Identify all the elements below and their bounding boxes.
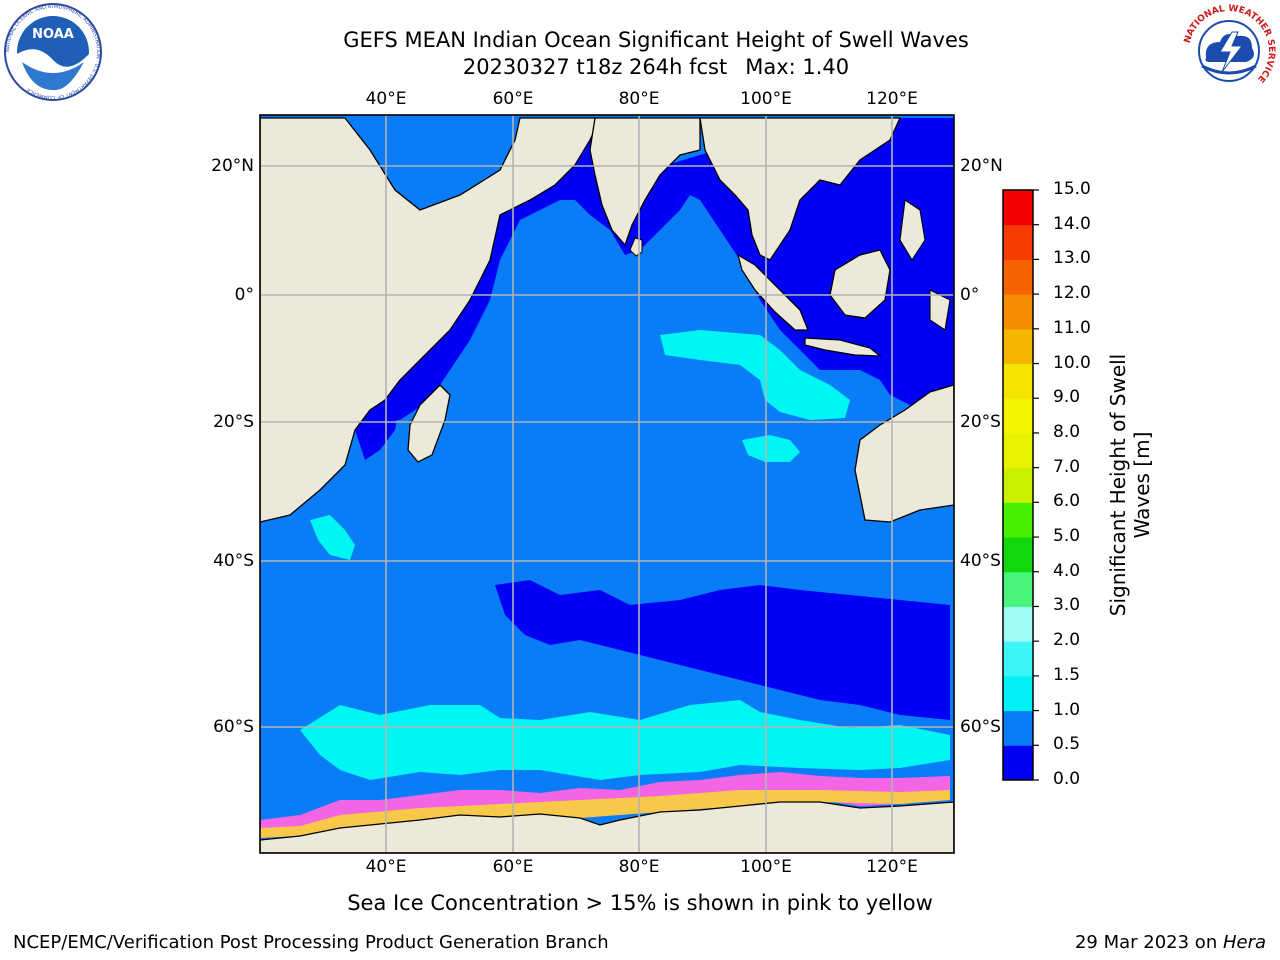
colorbar-tick-label: 1.0 <box>1053 699 1081 720</box>
swell-patch-small <box>742 435 800 462</box>
nws-logo: NATIONAL WEATHER SERVICE <box>1182 4 1276 98</box>
colorbar-swatch <box>1003 606 1033 642</box>
swell-patch-south <box>300 700 950 780</box>
lat-tick-left: 20°N <box>211 156 254 176</box>
colorbar-swatch <box>1003 224 1033 260</box>
colorbar-swatch <box>1003 502 1033 538</box>
lat-tick-right: 0° <box>960 285 980 305</box>
map-plot <box>260 115 954 853</box>
lon-tick-bottom: 60°E <box>492 857 534 877</box>
colorbar-swatch <box>1003 294 1033 330</box>
colorbar-swatch <box>1003 745 1033 781</box>
colorbar-tick-label: 11.0 <box>1053 317 1091 338</box>
footer-right: 29 Mar 2023 on Hera <box>1075 932 1266 953</box>
swell-patch-east <box>660 330 850 420</box>
lon-tick-bottom: 100°E <box>740 857 792 877</box>
lon-tick-top: 120°E <box>866 89 918 109</box>
land-borneo <box>829 249 891 319</box>
lon-tick-bottom: 120°E <box>866 857 918 877</box>
lat-tick-left: 60°S <box>213 717 254 737</box>
colorbar-tick-label: 7.0 <box>1053 456 1081 477</box>
colorbar-tick-label: 14.0 <box>1053 213 1091 234</box>
colorbar-tick-label: 8.0 <box>1053 421 1081 442</box>
graticule <box>260 115 954 853</box>
colorbar-swatch <box>1003 675 1033 712</box>
lat-tick-left: 20°S <box>213 412 254 432</box>
land-southeast-asia <box>699 117 902 261</box>
land-india <box>589 117 701 247</box>
map-border <box>259 114 955 854</box>
lat-tick-right: 40°S <box>960 551 1001 571</box>
colorbar-tick-label: 4.0 <box>1053 560 1081 581</box>
footer-date: 29 Mar 2023 on <box>1074 932 1223 953</box>
lon-tick-bottom: 80°E <box>618 857 660 877</box>
colorbar-tick-label: 15.0 <box>1053 179 1091 199</box>
colorbar-tick-label: 9.0 <box>1053 387 1081 408</box>
chart-subtitle: 20230327 t18z 264h fcst Max: 1.40 <box>200 54 1112 80</box>
colorbar-label-line1: Significant Height of Swell <box>1106 353 1130 617</box>
lat-tick-right: 60°S <box>960 717 1001 737</box>
land-antarctica <box>260 801 954 853</box>
colorbar-swatch <box>1003 537 1033 573</box>
land-java <box>804 337 882 357</box>
colorbar-tick-label: 1.5 <box>1053 664 1081 685</box>
colorbar-swatch <box>1003 432 1033 469</box>
sea-ice-note: Sea Ice Concentration > 15% is shown in … <box>347 891 933 915</box>
lon-tick-top: 60°E <box>492 89 534 109</box>
colorbar-swatch <box>1003 328 1033 365</box>
noaa-logo: NATIONAL OCEANIC AND ATMOSPHERIC ADMINIS… <box>4 3 102 101</box>
chart-title: GEFS MEAN Indian Ocean Significant Heigh… <box>343 28 969 52</box>
southern-low-swell <box>495 580 950 720</box>
colorbar-tick-label: 10.0 <box>1053 352 1091 373</box>
colorbar-tick-label: 0.0 <box>1053 769 1081 789</box>
land-islands-east <box>899 199 951 331</box>
colorbar-label-line2: Waves [m] <box>1130 431 1154 539</box>
lat-tick-right: 20°S <box>960 412 1001 432</box>
lat-tick-right: 20°N <box>960 156 1003 176</box>
colorbar <box>1003 189 1039 781</box>
noaa-text: NOAA <box>32 27 74 42</box>
colorbar-tick-label: 0.5 <box>1053 734 1081 755</box>
colorbar-swatch <box>1003 190 1033 226</box>
colorbar-tick-label: 6.0 <box>1053 491 1081 512</box>
land-sumatra <box>736 253 809 331</box>
lon-tick-bottom: 40°E <box>365 857 407 877</box>
lat-tick-left: 0° <box>234 285 254 305</box>
colorbar-tick-label: 12.0 <box>1053 283 1091 304</box>
colorbar-swatch <box>1003 398 1033 434</box>
colorbar-tick-label: 13.0 <box>1053 248 1091 269</box>
colorbar-border <box>1002 189 1034 781</box>
colorbar-swatch <box>1003 363 1033 399</box>
swell-patch-southwest <box>310 515 355 560</box>
colorbar-tick-label: 5.0 <box>1053 526 1081 547</box>
footer-left: NCEP/EMC/Verification Post Processing Pr… <box>13 932 609 953</box>
footer-host: Hera <box>1222 932 1266 953</box>
max-value: Max: 1.40 <box>745 55 850 79</box>
colorbar-swatch <box>1003 710 1033 746</box>
lon-tick-top: 80°E <box>618 89 660 109</box>
colorbar-tick-label: 2.0 <box>1053 630 1081 651</box>
colorbar-tick-label: 3.0 <box>1053 595 1081 616</box>
colorbar-swatch <box>1003 467 1033 503</box>
lon-tick-top: 100°E <box>740 89 792 109</box>
lon-tick-top: 40°E <box>365 89 407 109</box>
colorbar-label: Significant Height of Swell Waves [m] <box>1106 354 1154 616</box>
forecast-run: 20230327 t18z 264h fcst <box>462 55 728 79</box>
colorbar-swatch <box>1003 571 1033 607</box>
lat-tick-left: 40°S <box>213 551 254 571</box>
colorbar-swatch <box>1003 259 1033 295</box>
land-africa-arabia <box>260 117 602 523</box>
land-australia <box>854 384 954 523</box>
colorbar-swatch <box>1003 641 1033 677</box>
land-madagascar <box>407 384 451 463</box>
